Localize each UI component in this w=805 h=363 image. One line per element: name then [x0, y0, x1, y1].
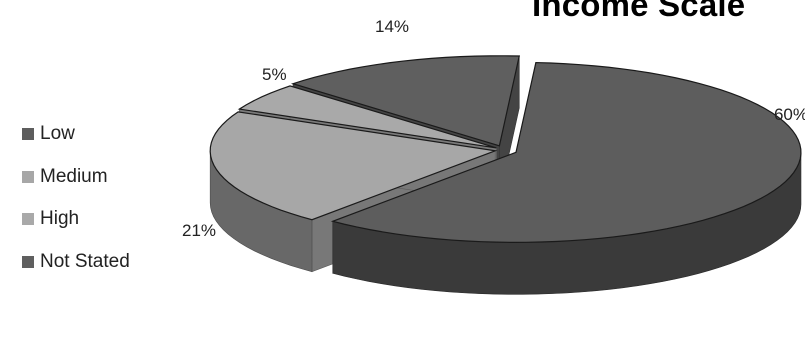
legend-item-high: High — [22, 198, 172, 241]
chart-title: Income Scale — [532, 0, 746, 23]
legend-label-low: Low — [40, 123, 75, 145]
legend-item-not-stated: Not Stated — [22, 241, 172, 284]
legend-item-medium: Medium — [22, 156, 172, 199]
legend-swatch-low — [22, 128, 34, 141]
legend-swatch-medium — [22, 170, 34, 183]
legend-swatch-not-stated — [22, 255, 34, 268]
pie-slice-top-high — [237, 85, 497, 149]
pie-slice-top-medium — [209, 111, 498, 221]
legend-swatch-high — [22, 213, 34, 226]
legend: Low Medium High Not Stated — [22, 113, 172, 283]
legend-label-high: High — [40, 208, 80, 230]
slice-label-not-stated: 14% — [375, 17, 409, 36]
slice-label-high: 5% — [262, 65, 287, 84]
pie-slice-top-not-stated — [290, 55, 521, 147]
slice-label-low: 60% — [774, 105, 805, 124]
pie-slice-labels: 60% 21% 5% 14% — [182, 17, 805, 240]
pie-slices — [209, 55, 802, 295]
legend-label-medium: Medium — [40, 165, 108, 187]
slice-label-medium: 21% — [182, 221, 216, 240]
legend-item-low: Low — [22, 113, 172, 156]
pie-slice-top-low — [330, 61, 802, 243]
legend-label-not-stated: Not Stated — [40, 250, 130, 272]
pie-slice-low — [330, 61, 802, 295]
